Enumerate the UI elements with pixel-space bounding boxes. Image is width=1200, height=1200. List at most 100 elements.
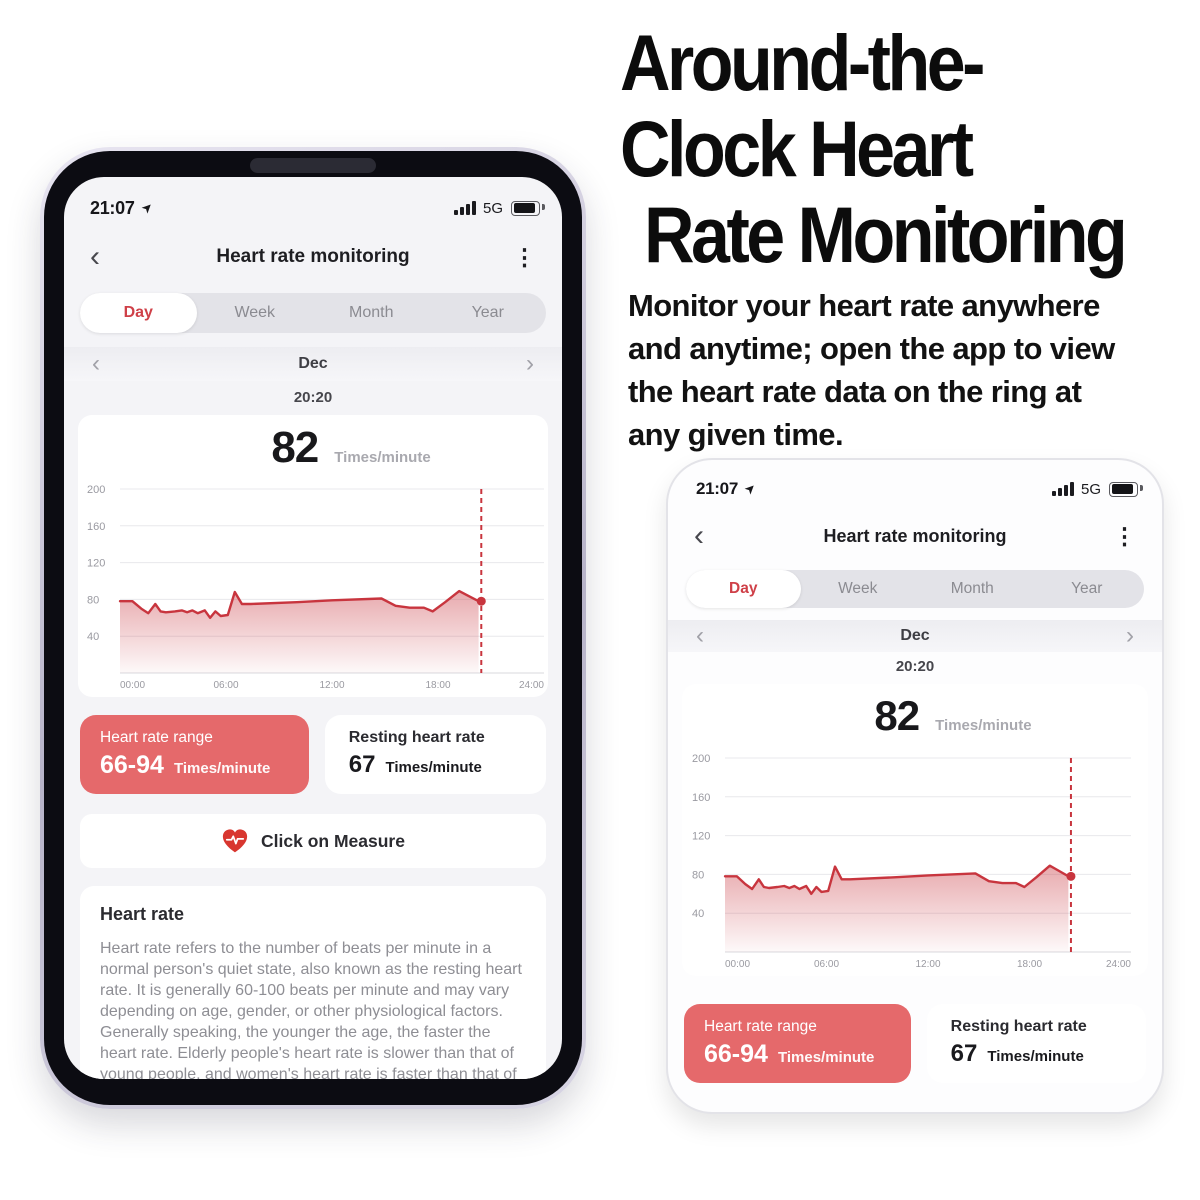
current-heart-rate: 82 Times/minute [726,686,1162,748]
svg-text:24:00: 24:00 [1106,959,1131,970]
svg-text:12:00: 12:00 [915,959,940,970]
resting-card-value: 67 [950,1040,978,1067]
resting-heart-rate-card: Resting heart rate 67 Times/minute [324,715,546,794]
current-heart-rate-value: 82 [874,692,920,739]
app-header: ‹ Heart rate monitoring ⋮ [64,241,562,273]
range-card-title: Heart rate range [100,729,213,746]
next-date-chevron-icon[interactable]: › [1126,622,1134,649]
summary-cards-row: Heart rate range 66-94 Times/minute Rest… [80,715,546,794]
svg-text:06:00: 06:00 [814,959,839,970]
prev-date-chevron-icon[interactable]: ‹ [696,622,704,649]
marketing-headline: Around-the- Clock Heart Rate Monitoring [620,18,1128,279]
tab-day[interactable]: Day [80,293,197,333]
tab-day[interactable]: Day [686,570,801,608]
measure-button[interactable]: Click on Measure [80,814,546,868]
resting-card-value: 67 [348,751,376,778]
svg-text:40: 40 [87,631,99,643]
battery-icon [511,200,545,216]
resting-card-unit: Times/minute [385,759,482,776]
subtext-line: any given time. [628,417,844,452]
headline-line: Around-the- [620,18,985,108]
svg-text:120: 120 [692,831,710,843]
heart-rate-range-card: Heart rate range 66-94 Times/minute [80,715,309,794]
headline-line: Rate Monitoring [644,190,1128,279]
app-header: ‹ Heart rate monitoring ⋮ [668,520,1162,552]
tab-week[interactable]: Week [838,580,878,597]
heart-rate-info-card: Heart rate Heart rate refers to the numb… [80,886,546,1079]
tab-year[interactable]: Year [1071,580,1103,597]
phone-bezel: 21:07 ➤ 5G ‹ Heart rate monitoring ⋮ Day… [44,151,582,1105]
tab-week[interactable]: Week [234,304,276,321]
svg-text:200: 200 [87,484,105,496]
selected-time-label: 20:20 [895,658,935,675]
status-bar: 21:07 ➤ 5G [64,177,562,223]
kebab-menu-icon[interactable]: ⋮ [1113,523,1136,549]
measure-button-label: Click on Measure [261,830,405,851]
headline-line: Clock Heart [620,104,974,193]
svg-text:18:00: 18:00 [1017,959,1042,970]
resting-card-title: Resting heart rate [348,729,485,746]
range-card-value: 66-94 [100,751,164,779]
svg-text:06:00: 06:00 [213,680,238,691]
next-date-chevron-icon[interactable]: › [526,350,534,377]
signal-strength-icon [1052,482,1074,496]
marketing-subtext: Monitor your heart rate anywhere and any… [628,284,1115,456]
prev-date-chevron-icon[interactable]: ‹ [92,350,100,377]
resting-heart-rate-card: Resting heart rate 67 Times/minute [926,1004,1146,1083]
battery-icon [1109,481,1143,497]
heart-rate-range-card: Heart rate range 66-94 Times/minute [684,1004,911,1083]
kebab-menu-icon[interactable]: ⋮ [513,244,536,270]
back-chevron-icon[interactable]: ‹ [90,240,100,273]
svg-text:00:00: 00:00 [725,959,750,970]
svg-text:120: 120 [87,558,105,570]
current-heart-rate-value: 82 [271,423,319,472]
network-label: 5G [482,199,503,217]
current-heart-rate: 82 Times/minute [122,417,562,479]
page-title: Heart rate monitoring [216,246,410,267]
tab-year[interactable]: Year [471,304,504,321]
svg-text:160: 160 [87,521,105,533]
location-arrow-icon: ➤ [137,198,156,217]
date-label: Dec [298,355,328,372]
phone-notch [250,158,376,173]
date-navigator: ‹ Dec › [64,347,562,381]
phone-left-screen: 21:07 ➤ 5G ‹ Heart rate monitoring ⋮ Day… [64,177,562,1079]
subtext-line: the heart rate data on the ring at [628,374,1082,409]
svg-text:24:00: 24:00 [519,680,544,691]
location-arrow-icon: ➤ [740,479,760,498]
tab-month[interactable]: Month [950,580,994,597]
date-navigator: ‹ Dec › [668,620,1162,652]
current-heart-rate-unit: Times/minute [334,449,431,466]
page-title: Heart rate monitoring [823,525,1007,546]
heart-rate-chart[interactable]: 200 160 120 80 40 00:00 06:00 12:00 18:00 24:00 [689,750,1141,972]
date-label: Dec [900,627,930,644]
heart-pulse-icon [222,829,248,853]
status-time: 21:07 [696,479,738,498]
svg-text:18:00: 18:00 [425,680,450,691]
network-label: 5G [1080,480,1101,498]
range-card-value: 66-94 [704,1040,768,1068]
status-time: 21:07 [90,197,135,218]
selected-time-label: 20:20 [293,389,333,406]
summary-cards-row: Heart rate range 66-94 Times/minute Rest… [684,1004,1146,1083]
range-card-title: Heart rate range [704,1018,817,1035]
period-tabs: Day Week Month Year [80,293,546,333]
phone-right: 21:07 ➤ 5G ‹ Heart rate monitoring ⋮ Day… [666,458,1164,1114]
svg-text:00:00: 00:00 [120,680,145,691]
svg-text:80: 80 [87,594,99,606]
back-chevron-icon[interactable]: ‹ [694,519,704,552]
svg-text:12:00: 12:00 [319,680,344,691]
info-card-body: Heart rate refers to the number of beats… [100,940,522,1079]
heart-rate-chart-card: 82 Times/minute 200 160 120 80 40 00:00 06:00 1… [78,415,548,697]
current-heart-rate-unit: Times/minute [935,717,1032,734]
subtext-line: and anytime; open the app to view [628,331,1115,366]
signal-strength-icon [454,201,476,215]
resting-card-title: Resting heart rate [950,1018,1087,1035]
svg-text:80: 80 [692,869,704,881]
tab-month[interactable]: Month [349,304,394,321]
heart-rate-chart[interactable]: 200 160 120 80 40 00:00 06:00 12:00 18:00 24:00 [84,481,554,693]
svg-text:200: 200 [692,753,710,765]
svg-text:40: 40 [692,908,704,920]
range-card-unit: Times/minute [173,760,271,777]
period-tabs: Day Week Month Year [686,570,1144,608]
